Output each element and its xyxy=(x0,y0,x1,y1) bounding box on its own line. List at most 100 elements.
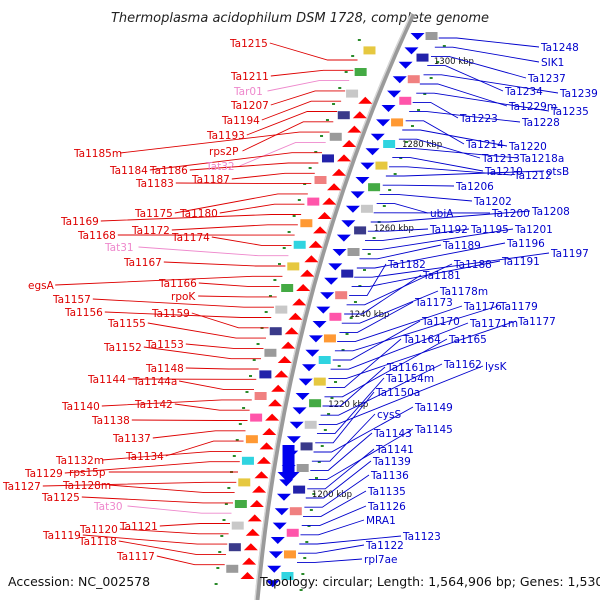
right-gene-label: Ta1234 xyxy=(504,86,543,98)
left-gene-label: egsA xyxy=(28,280,55,292)
left-gene-label: Ta1137 xyxy=(112,433,151,445)
left-leader-line xyxy=(270,69,354,77)
gene-box-forward xyxy=(245,435,258,444)
left-leader-line xyxy=(219,203,305,214)
gene-box-forward xyxy=(226,564,239,573)
gene-box-reverse xyxy=(425,32,438,40)
right-leader-line xyxy=(427,65,504,92)
left-leader-line xyxy=(152,430,246,439)
left-leader-line xyxy=(185,367,259,370)
reverse-gene-arrow xyxy=(336,234,351,242)
gene-box-reverse xyxy=(309,399,322,408)
gene-box-forward xyxy=(281,284,294,292)
gene-box-forward xyxy=(231,521,244,530)
right-gene-label: cysS xyxy=(377,409,401,421)
right-leader-line xyxy=(402,129,508,147)
forward-gene-arrow xyxy=(271,384,286,392)
reverse-gene-arrow xyxy=(298,378,313,386)
left-leader-line xyxy=(239,141,326,167)
right-leader-line xyxy=(412,101,459,119)
left-gene-label: Ta1155 xyxy=(107,318,146,330)
right-leader-line xyxy=(315,391,375,444)
right-leader-line xyxy=(351,260,501,287)
right-leader-line xyxy=(324,338,448,398)
right-gene-label: Ta1141 xyxy=(375,444,414,456)
left-leader-line xyxy=(159,523,231,527)
reverse-gene-arrow xyxy=(404,47,419,55)
forward-gene-arrow xyxy=(352,111,367,119)
right-leader-line xyxy=(341,290,439,324)
right-gene-label: Ta1202 xyxy=(473,196,512,208)
left-gene-label: rps15p xyxy=(69,467,106,479)
left-gene-label: Ta1207 xyxy=(230,100,269,112)
right-leader-line xyxy=(382,184,455,187)
right-gene-label: Ta1189 xyxy=(442,240,481,252)
right-gene-label: Ta1239 xyxy=(559,88,598,100)
reverse-gene-arrow xyxy=(302,364,317,372)
left-leader-line xyxy=(174,403,250,411)
gene-box-reverse xyxy=(347,248,360,256)
right-gene-label: Ta1188 xyxy=(453,259,492,271)
forward-gene-arrow xyxy=(243,543,258,551)
right-gene-label: Ta1210 xyxy=(484,166,523,178)
right-leader-line xyxy=(385,170,545,177)
gene-box-reverse xyxy=(300,442,313,451)
right-leader-line xyxy=(339,301,414,333)
gene-box-reverse xyxy=(407,75,420,84)
reverse-gene-arrow xyxy=(332,249,347,256)
left-leader-line xyxy=(42,481,237,487)
left-leader-line xyxy=(179,380,254,391)
gene-box-forward xyxy=(250,413,263,422)
left-leader-line xyxy=(92,298,274,308)
right-gene-label: Ta1164 xyxy=(402,334,441,346)
right-gene-label: Ta1212 xyxy=(513,170,552,182)
left-gene-label: Ta1174 xyxy=(171,232,210,244)
right-gene-label: Ta1170 xyxy=(421,316,460,328)
right-gene-label: ubiA xyxy=(430,208,454,220)
right-gene-label: Ta1208 xyxy=(531,206,570,218)
forward-gene-arrow xyxy=(249,500,264,507)
gene-box-reverse xyxy=(293,485,306,494)
right-leader-line xyxy=(304,474,370,508)
right-gene-label: Ta1200 xyxy=(491,208,530,220)
left-leader-line xyxy=(131,419,248,421)
forward-gene-arrow xyxy=(277,356,292,363)
right-gene-label: Ta1235 xyxy=(550,106,589,118)
gene-box-reverse xyxy=(318,356,331,364)
left-leader-line xyxy=(165,440,244,457)
reverse-gene-arrow xyxy=(370,133,385,141)
left-gene-label: Ta1159 xyxy=(151,308,190,320)
right-label-leaders xyxy=(297,37,559,563)
right-leader-line xyxy=(307,448,375,490)
right-leader-line xyxy=(297,558,363,563)
forward-gene-arrow xyxy=(256,456,271,464)
left-leader-line xyxy=(189,162,319,171)
scale-label: 1260 kbp xyxy=(374,224,414,234)
gene-box-forward xyxy=(241,456,254,465)
right-gene-label: Ta1178m xyxy=(439,286,488,298)
gene-box-forward xyxy=(269,327,282,336)
right-leader-line xyxy=(431,55,527,79)
left-gene-label: Ta1187 xyxy=(191,174,230,186)
gene-box-reverse xyxy=(354,226,367,235)
left-gene-label: Ta1119 xyxy=(42,530,81,542)
right-gene-label: Ta1145 xyxy=(414,424,453,436)
right-leader-line xyxy=(405,120,465,145)
right-leader-line xyxy=(376,203,429,214)
forward-gene-arrow xyxy=(347,125,362,133)
reverse-gene-arrow xyxy=(398,61,413,69)
forward-gene-arrow xyxy=(247,514,262,522)
left-leader-line xyxy=(100,214,302,222)
left-gene-label: Ta1186 xyxy=(149,165,188,177)
left-gene-label: Tat31 xyxy=(104,242,134,254)
left-gene-label: Ta1138 xyxy=(91,415,130,427)
gene-box-reverse xyxy=(329,312,342,321)
left-gene-label: Ta1153 xyxy=(145,339,184,351)
left-labels: Ta1215 Ta1211 Tar01 Ta1207 Ta1194 Ta1193 rps2P… xyxy=(2,38,269,563)
reverse-gene-arrow xyxy=(316,306,331,314)
reverse-gene-arrow xyxy=(355,177,370,184)
left-leader-line xyxy=(138,246,289,257)
reverse-gene-arrow xyxy=(392,76,407,84)
gene-box-reverse xyxy=(341,269,354,278)
forward-gene-arrow xyxy=(331,168,346,176)
